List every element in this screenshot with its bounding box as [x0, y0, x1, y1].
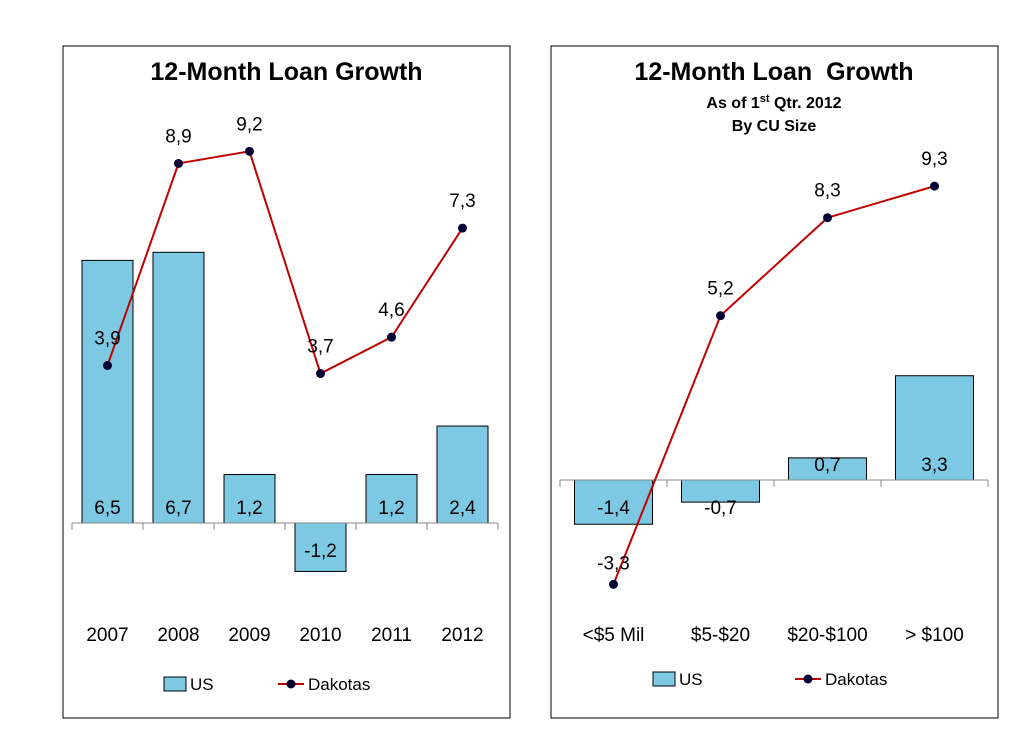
chart-2-subtitle-part-3: Qtr. 2012: [770, 95, 842, 112]
chart-2-legend-dakotas-label: Dakotas: [825, 670, 887, 689]
chart-1-tick-labels: 2007 2008 2009 2010 2011 2012: [86, 625, 483, 646]
c1-bar-2009: [223, 474, 276, 524]
chart-2-subtitle: As of 1st Qtr. 2012: [706, 93, 841, 112]
c1-bar-label: 2,4: [449, 498, 476, 519]
c2-dakotas-point: [930, 181, 939, 191]
c2-category-label: $5-$20: [691, 625, 750, 646]
chart-2-title: 12-Month Loan Growth: [634, 58, 913, 86]
chart-2-subtitle-2: By CU Size: [732, 118, 817, 135]
chart-2-legend-us-label: US: [679, 670, 703, 689]
c2-dakotas-point: [716, 311, 725, 321]
chart-2-axis: [559, 479, 989, 487]
c1-category-label: 2012: [441, 625, 483, 646]
c2-dakotas-line: [612, 185, 935, 585]
c1-dakotas-point: [316, 369, 325, 379]
c1-dakotas-label: 3,7: [307, 337, 333, 358]
c2-bar-label: 3,3: [921, 455, 947, 476]
chart-2-tick-labels: <$5 Mil $5-$20 $20-$100 > $100: [583, 625, 964, 646]
c1-category-label: 2011: [371, 625, 412, 646]
c1-dakotas-label: 7,3: [449, 191, 475, 212]
chart-1-frame: [62, 45, 511, 719]
c2-dakotas-label: 5,2: [707, 279, 733, 300]
chart-2-labels: -1,4 -0,7 0,7 3,3 -3,3 5,2 8,3 9,3: [597, 149, 948, 574]
c2-dakotas-label: 9,3: [921, 149, 947, 170]
c2-dakotas-point: [609, 579, 618, 589]
c2-bar-label: -0,7: [704, 498, 737, 519]
c2-category-label: $20-$100: [787, 625, 867, 646]
chart-1-axis: [71, 522, 499, 530]
chart-1-legend-us-swatch: [163, 676, 187, 692]
c1-bar-2011: [365, 474, 418, 524]
chart-1-line: [103, 146, 467, 379]
c1-category-label: 2008: [157, 625, 199, 646]
chart-2-subtitle-superscript: st: [760, 93, 770, 105]
c1-dakotas-point: [458, 223, 467, 233]
c1-dakotas-label: 8,9: [165, 126, 191, 147]
chart-2-legend-us-swatch: [652, 671, 676, 687]
c2-dakotas-label: 8,3: [814, 181, 840, 202]
c2-bar-label: -1,4: [597, 498, 630, 519]
c1-bar-label: -1,2: [304, 541, 337, 562]
c1-bar-2007: [81, 259, 134, 524]
c1-bar-label: 1,2: [378, 498, 404, 519]
c2-bar-100: [895, 375, 974, 481]
c2-bar-label: 0,7: [814, 455, 840, 476]
c2-category-label: > $100: [905, 625, 964, 646]
c1-dakotas-label: 9,2: [236, 114, 262, 135]
c2-dakotas-point: [823, 213, 832, 223]
c1-dakotas-line: [106, 150, 464, 375]
c2-category-label: <$5 Mil: [583, 625, 645, 646]
c1-bar-2008: [152, 251, 205, 524]
c1-bar-2010: [294, 522, 347, 572]
c1-dakotas-point: [387, 332, 396, 342]
c1-dakotas-point: [245, 146, 254, 156]
c1-dakotas-label: 3,9: [94, 328, 120, 349]
c1-category-label: 2010: [299, 625, 341, 646]
c1-bar-label: 6,5: [94, 498, 120, 519]
chart-2-legend: US Dakotas: [652, 670, 887, 689]
c1-category-label: 2009: [228, 625, 270, 646]
c1-dakotas-label: 4,6: [378, 300, 404, 321]
chart-2-legend-dakotas-marker: [803, 674, 813, 684]
chart-2-subtitle-part-1: As of 1: [706, 95, 759, 112]
c1-dakotas-point: [103, 360, 112, 370]
chart-2-line: [609, 181, 939, 589]
chart-1-legend-dakotas-label: Dakotas: [308, 675, 370, 694]
chart-1-labels: 6,5 6,7 1,2 -1,2 1,2 2,4 3,9 8,9 9,2 3,7 4,6 7,3: [94, 114, 476, 562]
chart-1-legend-us-label: US: [190, 675, 214, 694]
chart-1-legend-dakotas-marker: [286, 679, 296, 689]
chart-1-legend: US Dakotas: [163, 675, 370, 694]
c1-bar-label: 6,7: [165, 498, 191, 519]
chart-1-title: 12-Month Loan Growth: [150, 58, 422, 86]
c1-bar-label: 1,2: [236, 498, 262, 519]
c1-dakotas-point: [174, 158, 183, 168]
c2-dakotas-label: -3,3: [597, 553, 630, 574]
chart-1-bars: [81, 251, 489, 572]
c1-category-label: 2007: [86, 625, 128, 646]
